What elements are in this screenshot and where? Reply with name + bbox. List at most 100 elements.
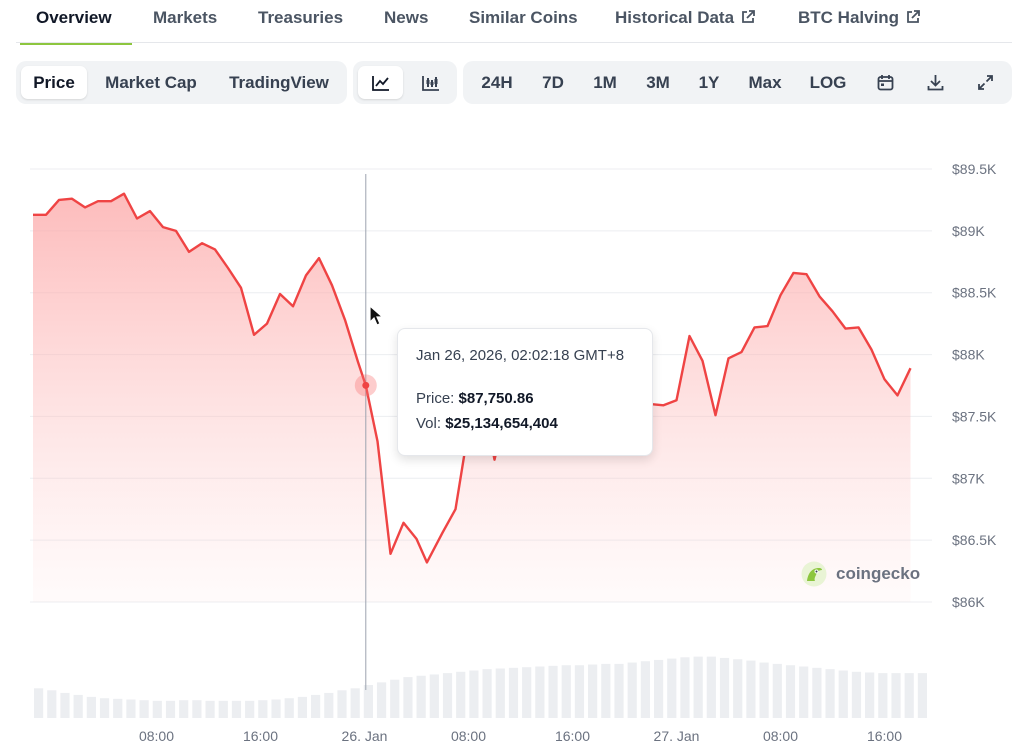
volume-bar xyxy=(614,663,624,718)
market-cap-view-button[interactable]: Market Cap xyxy=(105,73,197,92)
volume-bar xyxy=(667,658,677,718)
volume-bar xyxy=(891,673,901,718)
view-selector: Price Market Cap TradingView xyxy=(16,61,347,104)
volume-bar xyxy=(297,696,308,718)
volume-bar xyxy=(851,671,862,718)
range-1m-button[interactable]: 1M xyxy=(593,73,617,92)
x-tick-label: 08:00 xyxy=(763,728,798,744)
mouse-cursor-icon xyxy=(369,305,383,326)
x-tick-label: 26. Jan xyxy=(342,728,388,744)
tab-markets[interactable]: Markets xyxy=(153,8,218,27)
range-3m-button[interactable]: 3M xyxy=(646,73,670,92)
tooltip-timestamp: Jan 26, 2026, 02:02:18 GMT+8 xyxy=(416,347,625,364)
volume-bar xyxy=(271,699,281,718)
x-tick-label: 16:00 xyxy=(243,728,278,744)
y-tick-label: $86K xyxy=(952,594,985,610)
volume-bar xyxy=(403,677,413,718)
volume-bar xyxy=(838,670,848,718)
download-button[interactable] xyxy=(915,66,955,99)
y-tick-label: $89.5K xyxy=(952,161,997,177)
tradingview-view-button[interactable]: TradingView xyxy=(229,73,329,92)
volume-bar xyxy=(482,669,492,718)
tooltip-volume-value: $25,134,654,404 xyxy=(445,415,558,432)
fullscreen-button[interactable] xyxy=(965,66,1005,99)
tab-btc-halving-label: BTC Halving xyxy=(798,8,900,27)
range-max-button[interactable]: Max xyxy=(748,73,782,92)
range-7d-button[interactable]: 7D xyxy=(542,73,564,92)
volume-bar xyxy=(746,660,756,718)
volume-bar xyxy=(522,667,532,718)
x-tick-label: 16:00 xyxy=(867,728,902,744)
volume-bar xyxy=(350,688,360,718)
tab-btc-halving[interactable]: BTC Halving xyxy=(798,8,921,44)
volume-bar xyxy=(376,682,387,718)
x-axis-labels: 08:00 16:00 26. Jan 08:00 16:00 27. Jan 08:00 1… xyxy=(139,728,902,744)
tab-similar-coins[interactable]: Similar Coins xyxy=(469,8,578,27)
expand-icon xyxy=(977,75,993,90)
volume-bar xyxy=(416,675,426,718)
volume-bar xyxy=(442,673,453,718)
calendar-button[interactable] xyxy=(865,66,905,99)
volume-bar xyxy=(165,700,176,718)
price-view-button[interactable]: Price xyxy=(21,66,87,99)
volume-bar xyxy=(878,673,888,718)
range-24h-button[interactable]: 24H xyxy=(481,73,513,92)
volume-bars xyxy=(34,656,927,718)
volume-bar xyxy=(812,667,822,718)
volume-bar xyxy=(245,700,255,718)
volume-bar xyxy=(363,685,373,718)
volume-bar xyxy=(429,674,439,718)
volume-bar xyxy=(574,665,585,718)
log-scale-button[interactable]: LOG xyxy=(809,73,847,92)
line-chart-button[interactable] xyxy=(358,66,403,99)
volume-bar xyxy=(548,665,558,718)
volume-bar xyxy=(601,663,611,718)
tab-treasuries[interactable]: Treasuries xyxy=(258,8,344,27)
y-tick-label: $88K xyxy=(952,347,985,363)
tooltip-price-label: Price: xyxy=(416,390,455,407)
candlestick-chart-icon xyxy=(421,75,439,91)
range-selector: 24H 7D 1M 3M 1Y Max LOG xyxy=(463,61,1012,104)
volume-bar xyxy=(653,659,664,718)
volume-bar xyxy=(904,673,914,718)
volume-bar xyxy=(126,699,136,718)
coingecko-watermark: coingecko xyxy=(801,561,920,587)
tooltip-volume-label: Vol: xyxy=(416,415,442,432)
tab-historical-data-label: Historical Data xyxy=(615,8,735,27)
volume-bar xyxy=(73,694,83,718)
volume-bar xyxy=(640,661,650,718)
external-link-icon xyxy=(742,10,755,23)
line-chart-icon xyxy=(371,75,389,91)
external-link-icon xyxy=(907,10,920,23)
volume-bar xyxy=(825,669,835,718)
volume-bar xyxy=(231,700,242,718)
volume-bar xyxy=(205,700,215,718)
volume-bar xyxy=(86,696,96,718)
calendar-icon xyxy=(877,75,893,91)
volume-bar xyxy=(192,700,202,718)
volume-bar xyxy=(759,662,769,718)
y-tick-label: $87K xyxy=(952,470,985,486)
watermark-text: coingecko xyxy=(836,564,921,583)
volume-bar xyxy=(785,665,796,718)
range-1y-button[interactable]: 1Y xyxy=(698,73,720,92)
volume-bar xyxy=(693,656,703,718)
volume-bar xyxy=(772,663,782,718)
candlestick-chart-button[interactable] xyxy=(408,66,453,99)
volume-bar xyxy=(258,700,268,718)
volume-bar xyxy=(113,698,123,718)
volume-bar xyxy=(139,700,149,718)
volume-bar xyxy=(390,679,400,718)
volume-bar xyxy=(284,698,294,718)
tab-overview[interactable]: Overview xyxy=(20,8,132,45)
volume-bar xyxy=(508,667,519,718)
tab-news[interactable]: News xyxy=(384,8,429,27)
volume-bar xyxy=(719,657,730,718)
tab-historical-data[interactable]: Historical Data xyxy=(615,8,756,44)
volume-bar xyxy=(99,698,110,718)
y-axis-labels: $86K $86.5K $87K $87.5K $88K $88.5K $89K $89.5K xyxy=(952,161,997,610)
y-tick-label: $87.5K xyxy=(952,408,997,424)
gecko-logo-icon xyxy=(801,561,827,587)
volume-bar xyxy=(311,694,321,718)
x-tick-label: 27. Jan xyxy=(654,728,700,744)
